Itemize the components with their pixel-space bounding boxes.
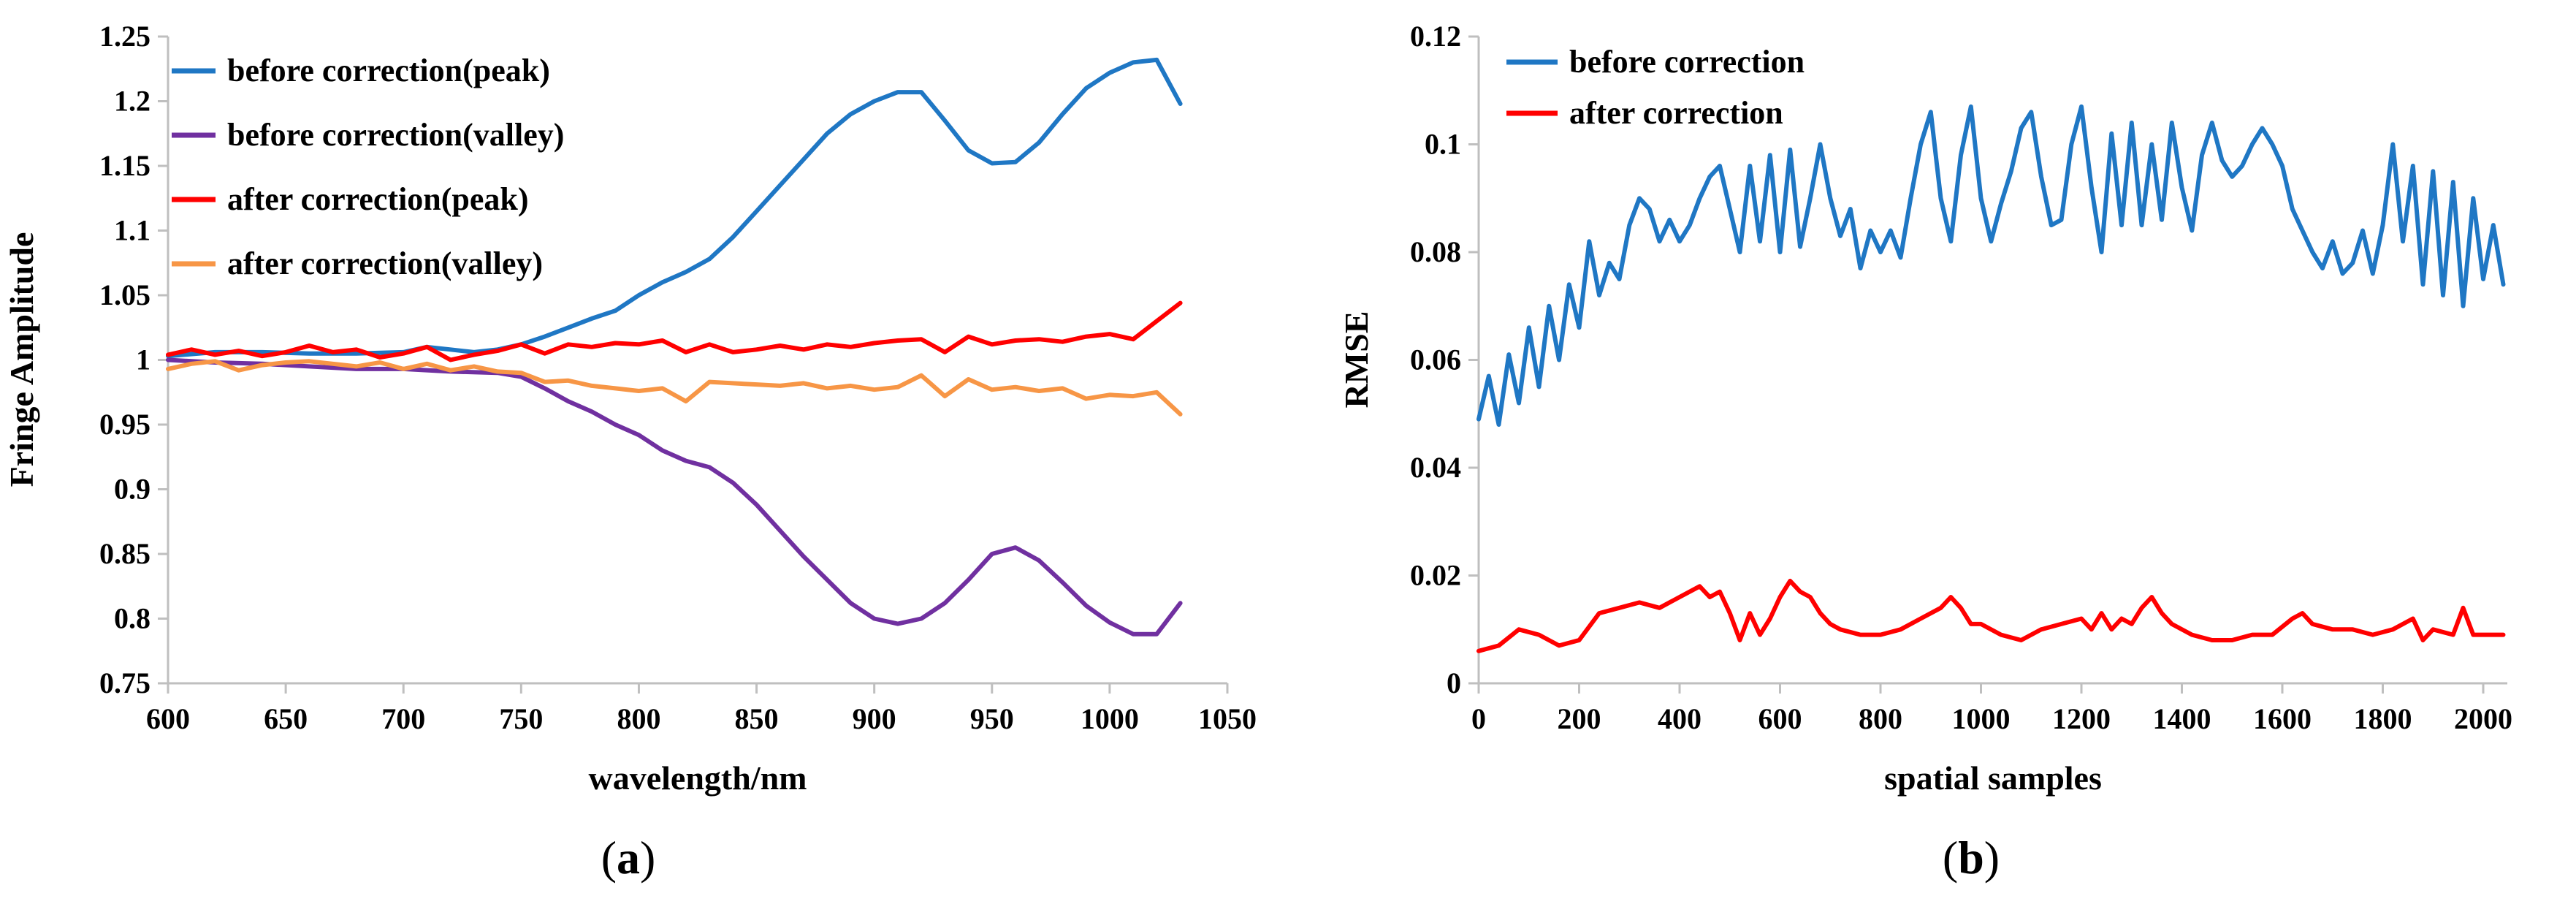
panel-a-ytick-label: 1 xyxy=(136,343,150,376)
panel-a-xtick-label: 850 xyxy=(735,702,779,735)
panel-a-legend-label-2: before correction(valley) xyxy=(227,117,564,153)
panel-a-series-2 xyxy=(166,357,1183,637)
panel-a-legend-label-4: after correction(valley) xyxy=(227,246,543,281)
panel-a-ylabel: Fringe Amplitude xyxy=(3,232,40,487)
panel-b-ytick-label: 0.06 xyxy=(1410,343,1461,376)
panel-a-legend-label-1: before correction(peak) xyxy=(227,53,550,88)
panel-b-series-2 xyxy=(1476,578,2506,653)
panel-b-xtick-label: 1000 xyxy=(1952,702,2011,735)
panel-a-ytick-label: 0.9 xyxy=(114,473,150,506)
panel-a-xtick-label: 600 xyxy=(146,702,190,735)
panel-a-ytick-label: 1.15 xyxy=(99,149,150,182)
panel-a-caption: (a) xyxy=(601,832,656,884)
panel-a-xtick-label: 1050 xyxy=(1198,702,1257,735)
panel-a-xtick-label: 950 xyxy=(970,702,1014,735)
panel-a-series-4 xyxy=(166,359,1183,417)
panel-b-legend-label-2: after correction xyxy=(1569,95,1783,131)
panel-b-xtick-label: 1400 xyxy=(2153,702,2211,735)
panel-b-ylabel: RMSE xyxy=(1338,311,1375,409)
panel-a-series-1 xyxy=(166,57,1183,359)
panel-b-xtick-label: 1200 xyxy=(2052,702,2111,735)
panel-b-xlabel: spatial samples xyxy=(1884,759,2102,797)
panel-b-xtick-label: 600 xyxy=(1758,702,1802,735)
panel-b-xtick-label: 1600 xyxy=(2253,702,2312,735)
panel-a-xtick-label: 800 xyxy=(617,702,660,735)
panel-a-xtick-label: 1000 xyxy=(1081,702,1139,735)
panel-a-ytick-label: 1.1 xyxy=(114,214,150,247)
panel-a-xlabel: wavelength/nm xyxy=(589,759,807,797)
panel-a-chart: 600 650 700 750 800 850 900 950 1000 1050 0.75 0.8 0… xyxy=(3,20,1257,884)
panel-b-xtick-label: 200 xyxy=(1558,702,1601,735)
panel-b-ytick-label: 0.04 xyxy=(1410,451,1461,484)
panel-a-ytick-label: 0.75 xyxy=(99,666,150,699)
panel-a-ytick-label: 1.25 xyxy=(99,20,150,53)
panel-a-ytick-label: 0.8 xyxy=(114,602,150,635)
panel-b-xtick-label: 0 xyxy=(1471,702,1486,735)
panel-b-xtick-label: 1800 xyxy=(2354,702,2412,735)
panel-a-xtick-label: 650 xyxy=(264,702,308,735)
panel-b-xtick-label: 2000 xyxy=(2454,702,2512,735)
panel-a-ytick-label: 1.2 xyxy=(114,85,150,118)
panel-b-legend-label-1: before correction xyxy=(1569,44,1805,80)
panel-b-ytick-label: 0.12 xyxy=(1410,20,1461,53)
panel-b-ytick-label: 0.08 xyxy=(1410,235,1461,268)
panel-b-chart: 0 200 400 600 800 1000 1200 1400 1600 1800 2000 0 0.… xyxy=(1338,20,2512,884)
panel-a-xtick-label: 750 xyxy=(499,702,543,735)
panel-a-legend-label-3: after correction(peak) xyxy=(227,181,529,217)
panel-b-ytick-label: 0.1 xyxy=(1425,128,1461,161)
panel-a-xtick-label: 700 xyxy=(381,702,425,735)
panel-a-ytick-label: 0.85 xyxy=(99,537,150,570)
panel-b-xtick-label: 400 xyxy=(1658,702,1702,735)
panel-b-ytick-label: 0.02 xyxy=(1410,559,1461,592)
panel-a-ytick-label: 1.05 xyxy=(99,278,150,311)
panel-b-xtick-label: 800 xyxy=(1859,702,1902,735)
panel-a-series-3 xyxy=(166,300,1183,362)
panel-b-caption: (b) xyxy=(1943,832,2000,884)
panel-a-ytick-label: 0.95 xyxy=(99,408,150,441)
panel-b-series-1 xyxy=(1476,104,2506,427)
panel-a-xtick-label: 900 xyxy=(853,702,896,735)
panel-b-ytick-label: 0 xyxy=(1447,666,1461,699)
